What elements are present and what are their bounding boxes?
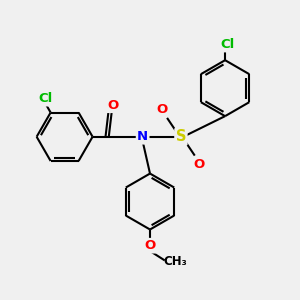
- Text: Cl: Cl: [220, 38, 235, 51]
- Text: O: O: [194, 158, 205, 171]
- Text: O: O: [108, 99, 119, 112]
- Text: Cl: Cl: [38, 92, 52, 105]
- Text: CH₃: CH₃: [163, 255, 187, 268]
- Text: O: O: [157, 103, 168, 116]
- Text: N: N: [137, 130, 148, 143]
- Text: O: O: [144, 239, 156, 252]
- Text: S: S: [176, 129, 186, 144]
